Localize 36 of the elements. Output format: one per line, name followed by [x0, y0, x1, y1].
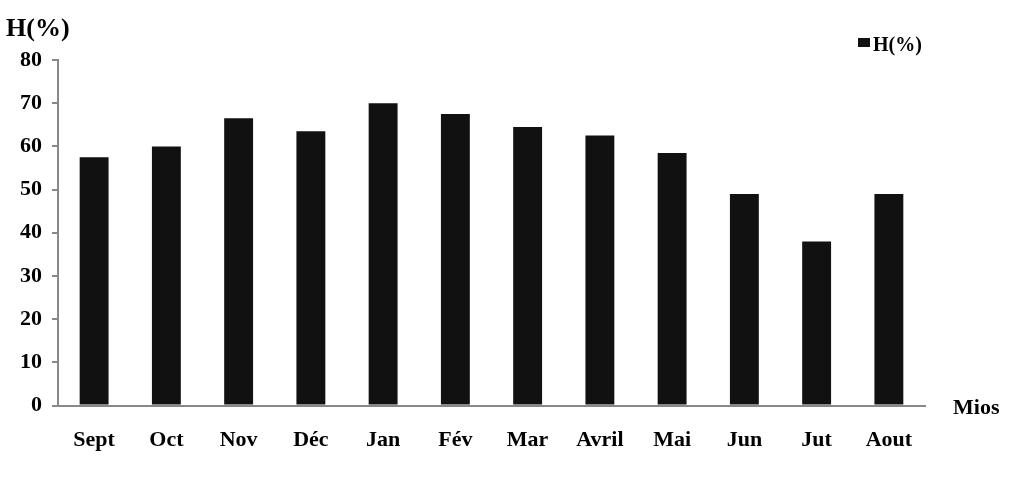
bar	[802, 241, 832, 405]
x-tick-label: Jut	[801, 426, 833, 452]
x-tick-label: Avril	[576, 426, 624, 452]
x-tick-label: Oct	[149, 426, 185, 452]
y-tick-label: 30	[20, 261, 42, 287]
bar	[513, 126, 543, 405]
y-tick-label: 40	[20, 218, 42, 244]
x-tick-label: Nov	[219, 426, 258, 452]
y-tick-label: 50	[20, 175, 42, 201]
x-tick-label: Sept	[73, 426, 116, 452]
x-tick-label: Fév	[438, 426, 473, 452]
x-tick-label: Déc	[293, 426, 329, 452]
legend-label: H(%)	[873, 33, 922, 56]
bar	[440, 114, 470, 405]
bar	[585, 135, 615, 405]
y-tick-label: 80	[20, 45, 42, 71]
y-tick-label: 0	[31, 391, 42, 417]
bar	[224, 118, 254, 405]
y-tick-label: 70	[20, 88, 42, 114]
y-axis-title: H(%)	[6, 13, 70, 42]
x-tick-label: Mai	[653, 426, 692, 452]
bar	[79, 157, 109, 405]
bar	[368, 103, 398, 405]
x-axis-title: Mios	[953, 393, 1000, 419]
bar	[296, 131, 326, 405]
x-tick-label: Jun	[726, 426, 763, 452]
x-tick-label: Mar	[506, 426, 549, 452]
y-tick-label: 20	[20, 304, 42, 330]
x-tick-label: Aout	[865, 426, 913, 452]
y-tick-label: 10	[20, 348, 42, 374]
x-tick-label: Jan	[366, 426, 401, 452]
y-tick-label: 60	[20, 132, 42, 158]
bar	[729, 193, 759, 405]
bar	[657, 152, 687, 405]
bar	[151, 146, 181, 405]
bar	[874, 193, 904, 405]
